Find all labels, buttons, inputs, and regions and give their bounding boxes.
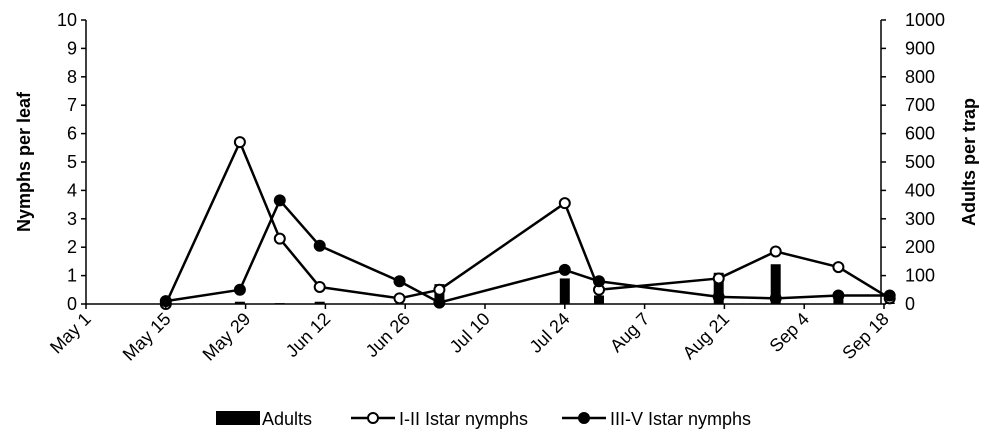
legend-late-nymph-label: III-V Istar nymphs [610, 409, 751, 429]
late-nymph-point [233, 283, 246, 296]
late-nymph-line [165, 199, 890, 304]
legend-adults-label: Adults [262, 409, 312, 429]
early-nymph-point [712, 272, 725, 285]
x-tick-label: May 1 [46, 309, 95, 358]
early-nymph-point [558, 197, 571, 210]
late-nymph-point [433, 296, 446, 309]
x-tick-label: May 29 [199, 309, 255, 365]
early-nymph-line [164, 140, 891, 305]
nymph-lines [159, 136, 896, 310]
x-tick-label: May 15 [119, 309, 175, 365]
early-nymph-point [273, 232, 286, 245]
right-tick-label: 400 [905, 180, 935, 200]
x-tick-label: Sep 18 [838, 309, 892, 363]
late-nymph-point [883, 289, 896, 302]
left-tick-label: 3 [67, 209, 77, 229]
legend-adults-swatch [216, 411, 260, 425]
late-nymph-point [393, 275, 406, 288]
late-nymph-point [273, 194, 286, 207]
adults-bar [594, 295, 604, 304]
legend-late-nymph-marker [578, 412, 590, 424]
adults-bar [314, 301, 325, 304]
late-nymph-point [313, 239, 326, 252]
x-tick-label: Aug 7 [606, 309, 653, 356]
left-tick-label: 1 [67, 266, 77, 286]
right-tick-label: 0 [905, 294, 915, 314]
adults-bar [234, 301, 245, 304]
right-tick-label: 100 [905, 266, 935, 286]
left-tick-label: 0 [67, 294, 77, 314]
left-tick-label: 10 [57, 10, 77, 30]
x-tick-label: Jun 12 [282, 309, 334, 361]
left-tick-label: 4 [67, 180, 77, 200]
early-nymph-point [769, 245, 782, 258]
right-tick-label: 700 [905, 95, 935, 115]
x-tick-label: Jul 24 [526, 309, 574, 357]
right-tick-label: 200 [905, 237, 935, 257]
left-tick-label: 6 [67, 124, 77, 144]
late-nymph-point [832, 289, 845, 302]
x-tick-label: Jun 26 [362, 309, 414, 361]
right-tick-label: 1000 [905, 10, 945, 30]
legend: Adults I-II Istar nymphs III-V Istar nym… [216, 409, 751, 429]
left-tick-label: 2 [67, 237, 77, 257]
adults-bar [770, 264, 781, 304]
axes [85, 20, 882, 305]
legend-early-nymph-marker [367, 412, 379, 424]
right-tick-label: 500 [905, 152, 935, 172]
adults-bar [559, 278, 570, 304]
x-tick-label: Aug 21 [679, 309, 733, 363]
early-nymph-point [313, 280, 326, 293]
left-tick-label: 8 [67, 67, 77, 87]
right-tick-label: 300 [905, 209, 935, 229]
left-tick-label: 7 [67, 95, 77, 115]
left-axis-ticks: 0 1 2 3 4 5 6 7 8 9 10 [57, 10, 86, 314]
x-tick-label: Jul 10 [446, 309, 494, 357]
x-tick-label: Sep 4 [766, 309, 813, 356]
early-nymph-point [233, 136, 246, 149]
late-nymph-point [712, 290, 725, 303]
right-axis-ticks: 0 100 200 300 400 500 600 700 800 900 1000 [881, 10, 945, 314]
legend-early-nymph-label: I-II Istar nymphs [399, 409, 528, 429]
right-tick-label: 600 [905, 124, 935, 144]
right-axis-title: Adults per trap [959, 98, 979, 226]
right-tick-label: 900 [905, 38, 935, 58]
early-nymph-point [832, 261, 845, 274]
late-nymph-point [593, 275, 605, 288]
early-nymph-point [433, 283, 446, 296]
right-tick-label: 800 [905, 67, 935, 87]
x-axis-ticks: May 1 May 15 May 29 Jun 12 Jun 26 Jul 10 Jul 2… [46, 304, 893, 365]
left-tick-label: 9 [67, 38, 77, 58]
adults-bar [713, 272, 724, 304]
early-nymph-point [393, 292, 406, 305]
left-tick-label: 5 [67, 152, 77, 172]
left-axis-title: Nymphs per leaf [14, 91, 34, 232]
late-nymph-point [558, 263, 571, 276]
late-nymph-point [769, 292, 782, 305]
